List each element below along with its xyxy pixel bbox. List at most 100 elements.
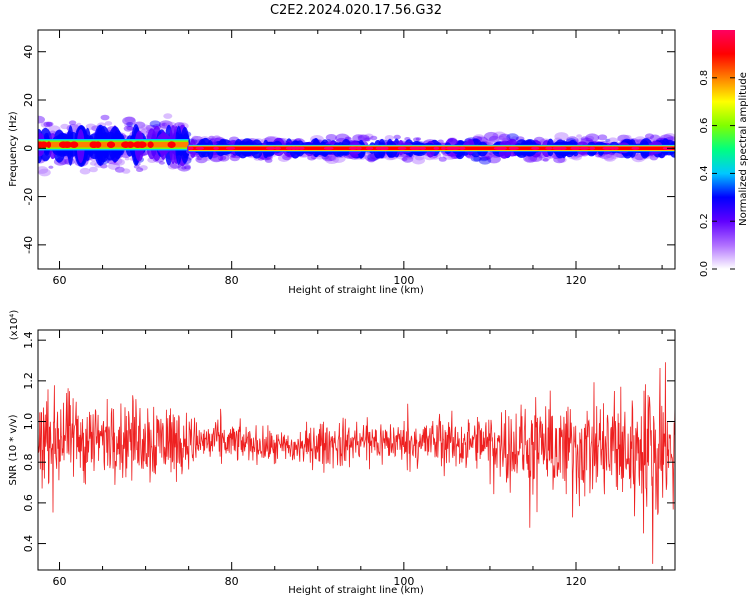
spectrogram-speckle (217, 155, 227, 161)
spectrogram-speckle (40, 121, 51, 128)
spectrogram-speckle (644, 133, 655, 140)
spectrogram-speckle (498, 135, 505, 140)
spectrogram-frame (37, 29, 676, 270)
spectrogram-peak (579, 146, 590, 150)
spectrogram-ylabel: Frequency (Hz) (8, 111, 19, 187)
spectrogram-peak (397, 146, 407, 150)
spectrogram-xtick-label: 100 (393, 274, 414, 287)
spectrogram-speckle (38, 115, 45, 124)
spectrogram-speckle (121, 168, 131, 174)
snr-ylabel: SNR (10 * v/v) (8, 414, 19, 485)
spectrogram-speckle (411, 156, 425, 165)
spectrogram-speckle (108, 162, 120, 170)
spectrogram-peak (106, 141, 116, 148)
spectrogram-speckle (487, 154, 501, 164)
spectrogram-speckle (328, 155, 337, 161)
spectrogram-speckle (617, 153, 623, 158)
spectrogram-speckle (68, 120, 77, 125)
spectrogram-ytick-label: -40 (22, 236, 35, 254)
spectrogram-speckle (161, 122, 168, 127)
spectrogram-speckle (597, 134, 608, 141)
spectrogram-speckle (415, 137, 422, 141)
spectrogram-speckle (124, 116, 136, 124)
snr-xtick-label: 60 (53, 575, 67, 588)
spectrogram-peak (375, 146, 382, 150)
spectrogram-peak (356, 146, 362, 150)
spectrogram-speckle (73, 124, 79, 127)
spectrogram-speckle (140, 124, 151, 131)
spectrogram-speckle (489, 135, 500, 143)
spectrogram-speckle (122, 116, 136, 126)
spectrogram-signal (38, 113, 675, 177)
spectrogram-speckle (492, 131, 507, 140)
spectrogram-peak (412, 146, 422, 150)
spectrogram-speckle (325, 134, 337, 141)
spectrogram-speckle (264, 158, 273, 163)
spectrogram-peak (274, 146, 281, 150)
spectrogram-peak (167, 141, 176, 148)
spectrogram-speckle (608, 151, 621, 159)
spectrogram-peak (450, 146, 459, 150)
spectrogram-speckle (149, 120, 161, 128)
spectrogram-speckle (554, 132, 569, 142)
spectrogram-speckle (393, 134, 401, 140)
spectrogram-peak (383, 146, 389, 150)
spectrogram-peak (419, 146, 426, 150)
spectrogram-speckle (126, 125, 134, 131)
snr-xlabel: Height of straight line (km) (288, 585, 424, 596)
spectrogram-speckle (158, 161, 165, 165)
spectrogram-ytick-label: 40 (22, 45, 35, 59)
spectrogram-panel: 60 80 100 120 -40 -20 0 20 40 Height of straight… (8, 29, 676, 296)
spectrogram-speckle (365, 153, 378, 162)
spectrogram-speckle (603, 154, 615, 161)
spectrogram-peak (531, 146, 540, 150)
snr-line (38, 362, 675, 564)
spectrogram-speckle (258, 157, 264, 161)
snr-ytick-label: 1.4 (22, 331, 35, 349)
snr-panel: 60 80 100 120 0.4 0.6 0.8 1.0 1.2 1.4 Height of s… (8, 310, 676, 596)
spectrogram-peak (213, 146, 219, 150)
spectrogram-speckle (402, 155, 414, 163)
spectrogram-speckle (364, 133, 374, 140)
spectrogram-speckle (89, 166, 98, 173)
spectrogram-peak (610, 146, 616, 150)
spectrogram-speckle (213, 135, 221, 140)
spectrogram-ticks: 60 80 100 120 -40 -20 0 20 40 (22, 30, 675, 287)
spectrogram-speckle (603, 154, 617, 162)
spectrogram-speckle (136, 167, 144, 172)
spectrogram-speckle (473, 156, 482, 162)
spectrogram-peak (38, 141, 43, 148)
spectrogram-speckle (364, 137, 371, 142)
spectrogram-speckle (126, 122, 134, 127)
spectrogram-speckle (486, 140, 494, 145)
spectrogram-speckle (89, 161, 97, 166)
spectrogram-peak (46, 141, 52, 148)
spectrogram-speckle (307, 154, 317, 161)
spectrogram-speckle (580, 136, 589, 142)
spectrogram-speckle (438, 156, 447, 162)
spectrogram-speckle (139, 165, 148, 171)
spectrogram-peak (121, 141, 131, 148)
colorbar-tick-label: 0.0 (699, 261, 710, 277)
snr-ytick-label: 0.4 (22, 535, 35, 553)
spectrogram-peak (366, 146, 372, 150)
colorbar: 0.0 0.2 0.4 0.6 0.8 Normalized spectral ampl… (699, 30, 749, 277)
snr-frame (37, 329, 676, 571)
spectrogram-peak (570, 146, 578, 150)
spectrogram-peak (433, 146, 440, 150)
spectrogram-speckle (413, 137, 420, 142)
spectrogram-speckle (208, 135, 215, 140)
spectrogram-speckle (123, 125, 134, 132)
spectrogram-speckle (484, 131, 499, 141)
spectrogram-peak (89, 141, 97, 148)
spectrogram-speckle (557, 157, 567, 163)
colorbar-label: Normalized spectral amplitude (738, 72, 749, 226)
spectrogram-peak (631, 146, 640, 150)
colorbar-ticks: 0.0 0.2 0.4 0.6 0.8 (699, 70, 735, 277)
spectrogram-peak (459, 146, 466, 150)
spectrogram-peak (58, 141, 68, 148)
spectrogram-speckle (167, 163, 178, 170)
spectrogram-peak (602, 146, 612, 150)
snr-ytick-label: 1.2 (22, 372, 35, 390)
